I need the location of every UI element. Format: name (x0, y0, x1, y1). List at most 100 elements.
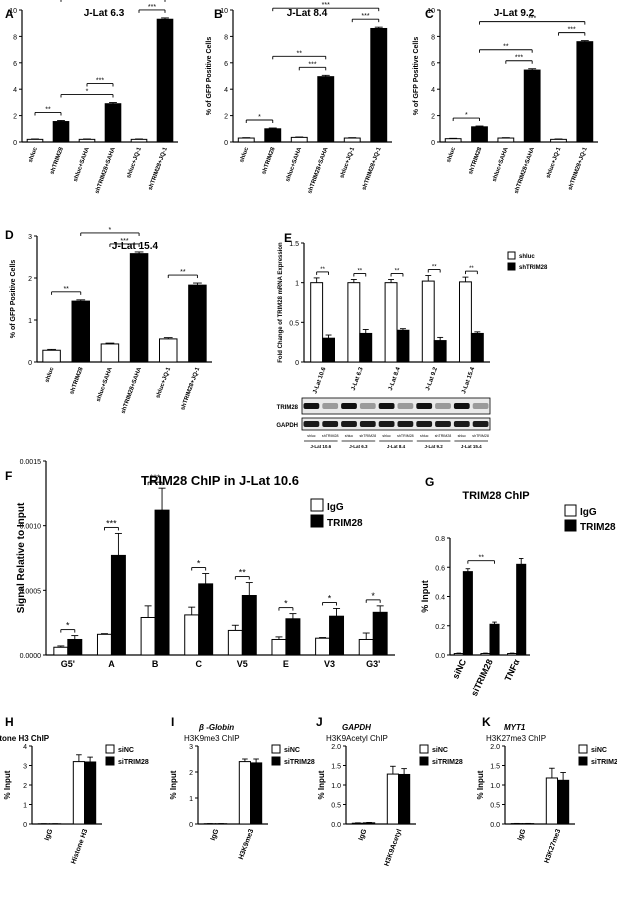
x-tick-label: G5' (61, 659, 75, 669)
x-tick-label: IgG (210, 828, 221, 842)
panel-letter: C (425, 7, 434, 21)
blot-band (322, 421, 339, 427)
y-axis-title: % Input (420, 580, 430, 613)
x-tick-label: shluc (44, 366, 55, 383)
bar (237, 137, 255, 143)
y-axis-title: % of GFP Positive Cells (206, 37, 213, 116)
blot-group-label: J-Lat 9.2 (424, 444, 443, 449)
y-tick-label: 3 (28, 234, 32, 241)
bar-series2 (322, 337, 336, 363)
significance-label: *** (528, 16, 536, 23)
bar (52, 121, 70, 143)
blot-group-label: J-Lat 8.4 (387, 444, 406, 449)
x-tick-label: siTRIM28 (469, 658, 495, 698)
blot-band (378, 421, 395, 427)
significance-label: *** (568, 27, 576, 34)
y-axis-title: % of GFP Positive Cells (0, 37, 2, 116)
x-tick-label: shTRIM28 (468, 146, 484, 175)
x-tick-label: shTRIM28+JQ-1 (180, 366, 201, 411)
y-axis-title: % Input (3, 770, 12, 799)
blot-lane-label: shTRIM28 (472, 434, 489, 438)
y-tick-label: 2 (224, 114, 228, 121)
y-tick-label: 0 (189, 822, 193, 829)
x-tick-label: J-Lat 10.6 (312, 366, 327, 395)
bar (343, 137, 361, 143)
y-axis-title: Fold Change of TRIM28 mRNA Expression (278, 242, 284, 363)
blot-lane-label: shTRIM28 (322, 434, 339, 438)
x-tick-label: shTRIM28 (50, 146, 66, 175)
blot-band (397, 421, 414, 427)
blot-lane-label: shluc (307, 434, 316, 438)
bar-series1 (315, 637, 331, 656)
bar (523, 69, 541, 143)
chart-title: J-Lat 8.4 (287, 8, 328, 19)
blot-group-label: J-Lat 10.6 (310, 444, 331, 449)
significance-label: ** (503, 44, 509, 51)
blot-band (303, 421, 320, 427)
legend-label: siTRIM28 (118, 759, 149, 766)
legend-label: siTRIM28 (432, 759, 463, 766)
y-tick-label: 0 (23, 822, 27, 829)
blot-band (322, 403, 339, 409)
bar-series1 (347, 282, 361, 363)
blot-lane-label: shluc (382, 434, 391, 438)
significance-label: * (86, 89, 89, 96)
bar-series2 (241, 595, 257, 656)
blot-lane-label: shluc (420, 434, 429, 438)
bar-series1 (458, 281, 472, 363)
bar-series1 (480, 653, 491, 656)
blot-band (303, 403, 320, 409)
legend-swatch (564, 504, 577, 517)
x-tick-label: shTRIM28 (261, 146, 277, 175)
y-tick-label: 6 (431, 61, 435, 68)
y-tick-label: 0.5 (490, 803, 500, 810)
significance-label: * (258, 114, 261, 121)
x-tick-label: B (152, 659, 159, 669)
significance-label: ** (395, 268, 400, 274)
x-tick-label: shTRIM28+SAHA (121, 366, 144, 415)
significance-label: * (328, 593, 332, 603)
y-tick-label: 1 (295, 281, 299, 288)
bar (188, 284, 207, 363)
y-tick-label: 0.4 (435, 595, 445, 602)
x-tick-label: shluc (28, 146, 39, 163)
legend-swatch (419, 744, 429, 754)
blot-group-label: J-Lat 15.4 (461, 444, 482, 449)
x-tick-label: siNC (450, 657, 468, 680)
bar (264, 128, 282, 143)
x-tick-label: shluc+SAHA (96, 366, 114, 403)
y-tick-label: 0 (295, 360, 299, 367)
legend-label: TRIM28 (580, 522, 616, 533)
legend-swatch (578, 756, 588, 766)
blot-band (472, 421, 489, 427)
bar (26, 138, 44, 143)
bar-series2 (363, 822, 376, 825)
bar-series2 (198, 583, 214, 656)
legend-swatch (271, 744, 281, 754)
legend-label: siTRIM28 (591, 759, 617, 766)
significance-label: ** (63, 286, 69, 293)
blot-lane-label: shluc (458, 434, 467, 438)
x-tick-label: H3K27me3 (544, 828, 563, 864)
panel-letter: I (171, 715, 174, 729)
x-tick-label: E (283, 659, 289, 669)
y-axis-title: % of GFP Positive Cells (413, 37, 420, 116)
panel-letter: B (214, 7, 223, 21)
legend-swatch (105, 756, 115, 766)
x-tick-label: C (195, 659, 202, 669)
bar-series2 (433, 340, 447, 363)
y-tick-label: 4 (13, 87, 17, 94)
significance-label: * (465, 112, 468, 119)
bar-series1 (384, 282, 398, 363)
y-tick-label: 2 (13, 114, 17, 121)
significance-label: *** (515, 55, 523, 62)
bar (130, 138, 148, 143)
significance-label: ** (432, 265, 437, 271)
chart-title: MYT1 (504, 723, 526, 732)
y-tick-label: 4 (431, 87, 435, 94)
panel-letter: E (284, 231, 292, 245)
legend-label: IgG (327, 502, 344, 513)
legend-label: siTRIM28 (284, 759, 315, 766)
y-tick-label: 8 (224, 34, 228, 41)
